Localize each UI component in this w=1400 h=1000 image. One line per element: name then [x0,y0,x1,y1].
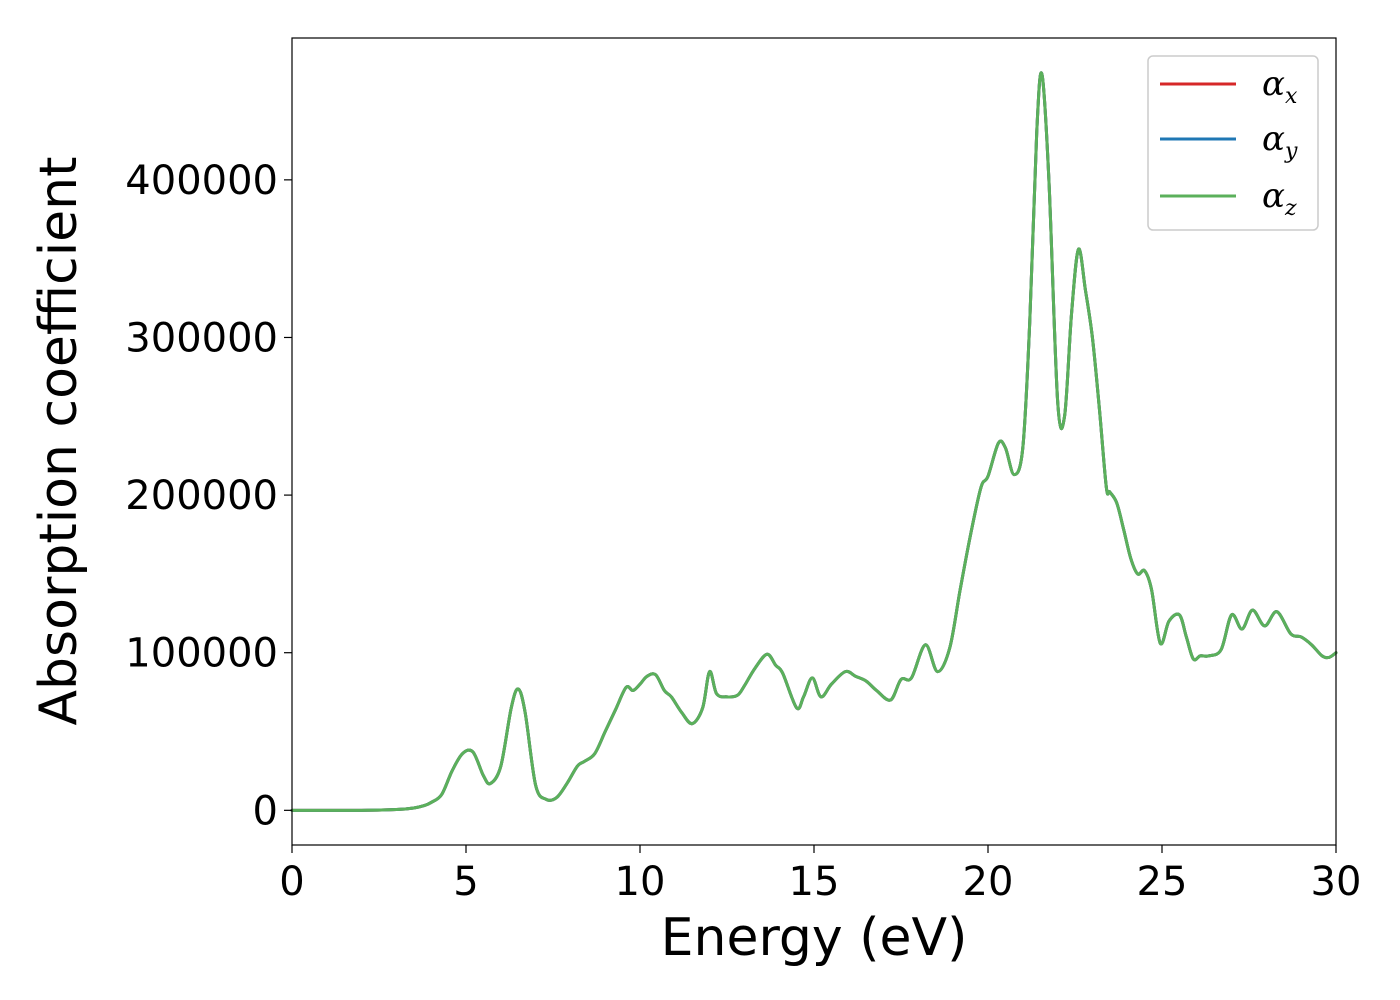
series-line-3 [290,71,1338,812]
x-tick-label: 25 [1137,859,1188,905]
legend-label: αy [1262,119,1298,164]
x-tick-label: 30 [1311,859,1362,905]
legend-items: αx αy αz [1160,64,1298,221]
y-tick-label: 400000 [125,158,278,204]
y-axis: 0 100000 200000 300000 400000 [125,158,292,834]
legend: αx αy αz [1147,55,1319,231]
y-tick-label: 0 [253,788,278,834]
y-tick-label: 200000 [125,473,278,519]
legend-label: αz [1262,176,1297,221]
x-tick-label: 20 [963,859,1014,905]
plot-area [290,37,1338,846]
x-tick-label: 5 [453,859,478,905]
legend-label: αx [1262,64,1298,109]
legend-box [1147,55,1319,231]
y-tick-label: 100000 [125,631,278,677]
x-axis-title: Energy (eV) [661,908,968,968]
x-tick-label: 0 [279,859,304,905]
series-layer [290,71,1338,812]
y-axis-title: Absorption coefficient [29,156,89,725]
x-axis: 0 5 10 15 20 25 30 [279,845,1361,905]
x-tick-label: 15 [789,859,840,905]
x-tick-label: 10 [615,859,666,905]
y-tick-label: 300000 [125,315,278,361]
